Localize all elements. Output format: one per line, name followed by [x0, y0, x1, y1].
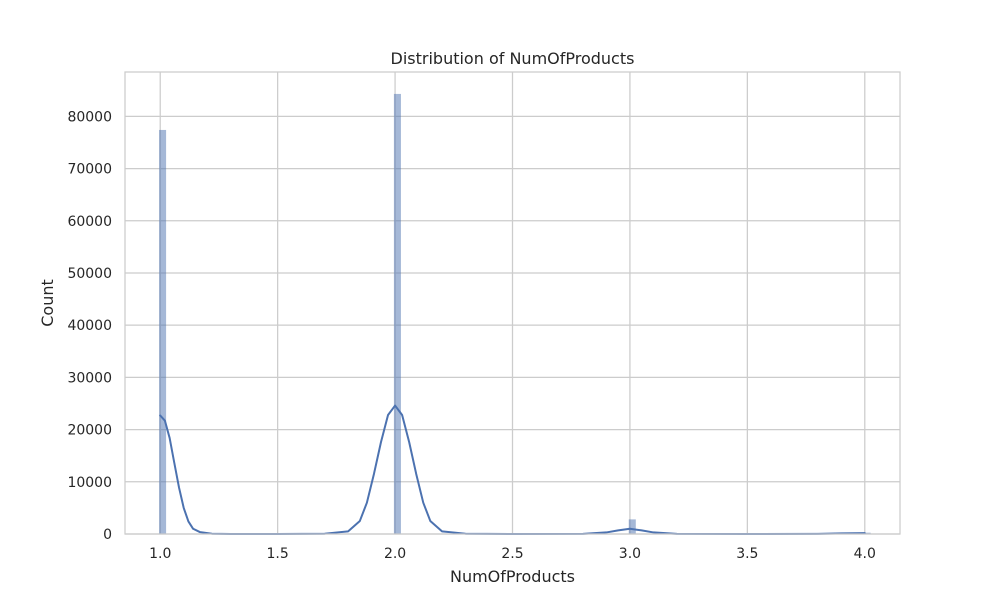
y-tick-label: 60000	[67, 214, 112, 230]
y-tick-label: 70000	[67, 162, 112, 178]
x-tick-label: 3.5	[736, 546, 758, 562]
x-axis-ticks: 1.0 1.5 2.0 2.5 3.0 3.5 4.0	[149, 546, 876, 562]
kde-curve-group	[159, 404, 866, 535]
histogram-bar	[159, 129, 167, 534]
histogram-bars	[159, 93, 871, 535]
x-axis-label: NumOfProducts	[450, 567, 575, 586]
chart-title: Distribution of NumOfProducts	[391, 49, 635, 68]
x-tick-label: 1.5	[267, 546, 289, 562]
y-tick-label: 10000	[67, 475, 112, 491]
y-tick-label: 80000	[67, 109, 112, 125]
y-axis-label: Count	[38, 279, 57, 327]
histogram-bar	[863, 532, 871, 534]
x-tick-label: 4.0	[854, 546, 876, 562]
y-tick-label: 40000	[67, 318, 112, 334]
histogram-bar	[393, 93, 401, 535]
histogram-bar	[628, 519, 636, 534]
y-tick-label: 0	[103, 527, 112, 543]
y-tick-label: 20000	[67, 423, 112, 439]
plot-frame	[124, 71, 901, 535]
grid	[125, 72, 900, 535]
x-tick-label: 2.5	[501, 546, 523, 562]
x-tick-label: 2.0	[384, 546, 406, 562]
y-tick-label: 30000	[67, 370, 112, 386]
x-tick-label: 1.0	[149, 546, 171, 562]
kde-curve	[159, 404, 866, 535]
y-axis-ticks: 0 10000 20000 30000 40000 50000 60000 70000 8000…	[67, 109, 112, 543]
y-tick-label: 50000	[67, 266, 112, 282]
x-tick-label: 3.0	[619, 546, 641, 562]
